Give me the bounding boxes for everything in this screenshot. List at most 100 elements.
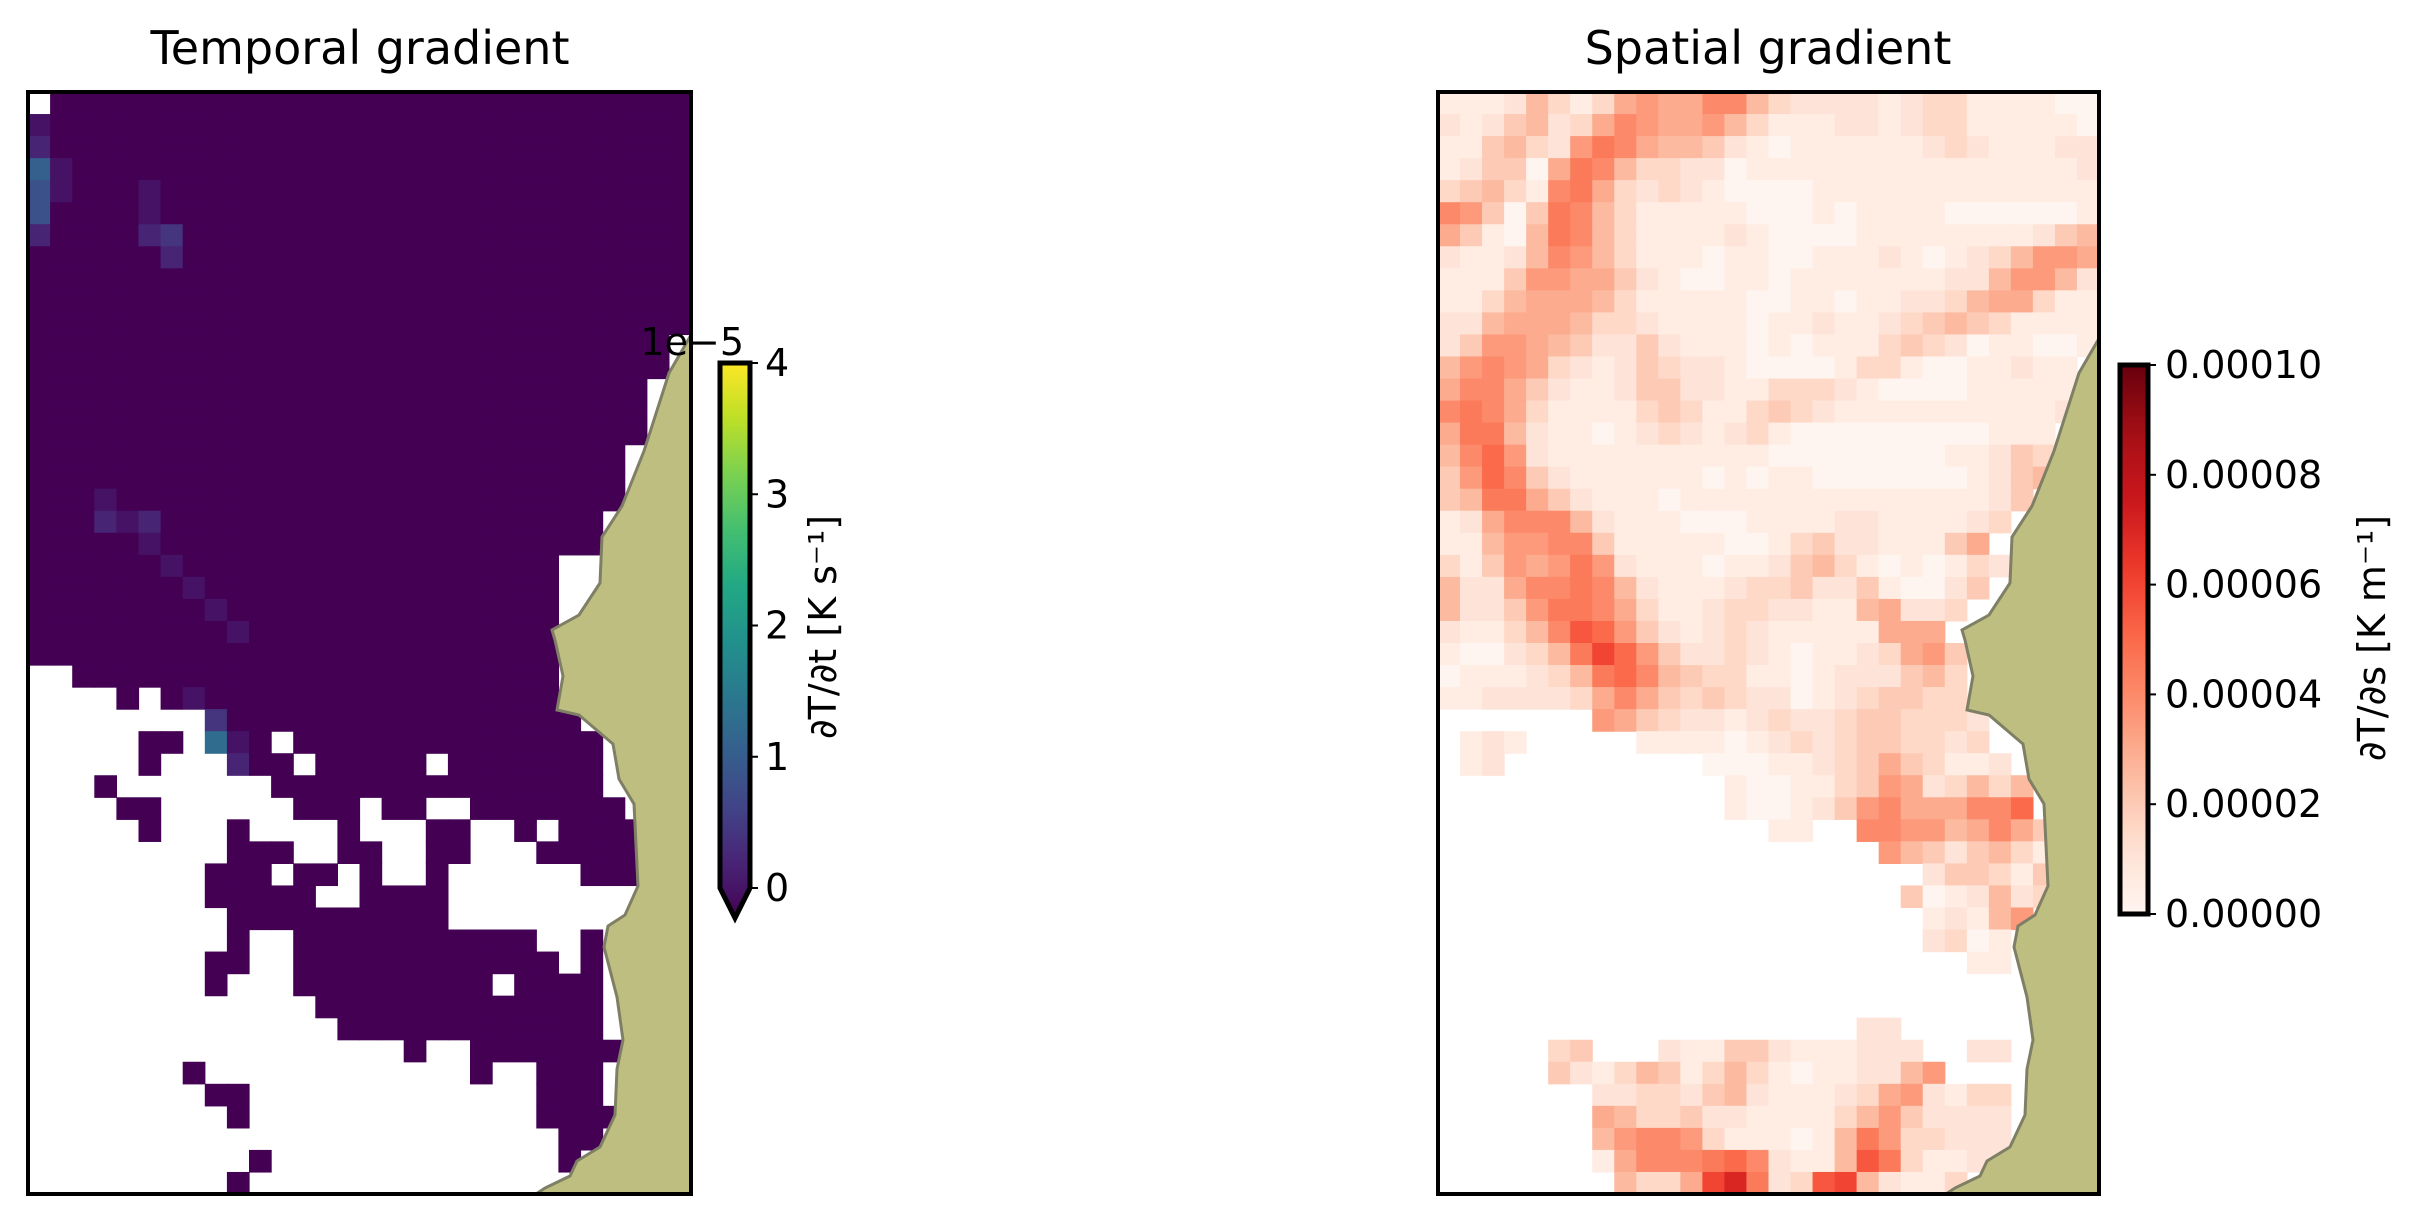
heatmap-cell	[1504, 422, 1527, 446]
heatmap-cell	[646, 202, 670, 225]
heatmap-cell	[2032, 92, 2056, 115]
heatmap-cell	[624, 136, 648, 159]
heatmap-cell	[2010, 92, 2034, 115]
heatmap-cell	[403, 1039, 427, 1063]
heatmap-cell	[1966, 797, 1990, 820]
heatmap-cell	[337, 312, 361, 336]
heatmap-cell	[1592, 158, 1615, 181]
heatmap-cell	[1900, 1105, 1924, 1129]
heatmap-cell	[1658, 620, 1681, 644]
heatmap-cell	[160, 731, 184, 754]
heatmap-cell	[204, 444, 228, 468]
heatmap-cell	[226, 180, 250, 203]
heatmap-cell	[381, 136, 405, 159]
heatmap-cell	[1482, 687, 1505, 710]
heatmap-cell	[1790, 1083, 1814, 1107]
heatmap-cell	[2054, 202, 2078, 225]
heatmap-cell	[447, 488, 471, 512]
heatmap-cell	[1460, 554, 1483, 578]
heatmap-cell	[447, 709, 471, 732]
heatmap-cell	[138, 268, 162, 291]
heatmap-cell	[1768, 1105, 1792, 1129]
heatmap-cell	[2010, 797, 2034, 820]
heatmap-cell	[1944, 819, 1968, 842]
heatmap-cell	[425, 92, 449, 115]
heatmap-cell	[1614, 246, 1637, 269]
heatmap-cell	[1878, 775, 1902, 798]
heatmap-cell	[160, 290, 184, 313]
heatmap-cell	[1504, 576, 1527, 600]
heatmap-cell	[1460, 620, 1483, 644]
heatmap-cell	[403, 797, 427, 820]
heatmap-cell	[403, 158, 427, 181]
heatmap-cell	[1922, 510, 1946, 534]
heatmap-cell	[94, 158, 117, 181]
heatmap-cell	[2076, 114, 2099, 137]
heatmap-cell	[271, 400, 294, 424]
heatmap-cell	[94, 643, 117, 666]
heatmap-cell	[492, 400, 515, 424]
heatmap-cell	[249, 92, 272, 115]
heatmap-cell	[425, 885, 449, 909]
heatmap-cell	[271, 841, 294, 864]
heatmap-cell	[50, 576, 73, 600]
heatmap-cell	[514, 709, 537, 732]
heatmap-cell	[425, 290, 449, 313]
heatmap-cell	[1680, 620, 1703, 644]
heatmap-cell	[624, 114, 648, 137]
heatmap-cell	[1966, 180, 1990, 203]
heatmap-cell	[403, 356, 427, 380]
heatmap-cell	[293, 885, 316, 909]
heatmap-cell	[1548, 92, 1571, 115]
heatmap-cell	[249, 334, 272, 358]
heatmap-cell	[1438, 510, 1461, 534]
heatmap-cell	[470, 180, 493, 203]
heatmap-cell	[249, 753, 272, 776]
heatmap-cell	[1438, 246, 1461, 269]
heatmap-cell	[580, 1039, 604, 1063]
heatmap-cell	[492, 488, 515, 512]
heatmap-cell	[1680, 268, 1703, 291]
heatmap-cell	[1922, 92, 1946, 115]
heatmap-cell	[1702, 731, 1726, 754]
heatmap-cell	[646, 246, 670, 269]
heatmap-cell	[403, 973, 427, 997]
heatmap-cell	[293, 665, 316, 688]
heatmap-cell	[1834, 92, 1858, 115]
heatmap-cell	[1856, 510, 1880, 534]
heatmap-cell	[403, 444, 427, 468]
heatmap-cell	[1438, 466, 1461, 490]
heatmap-cell	[470, 973, 493, 997]
heatmap-cell	[1702, 1083, 1726, 1107]
heatmap-cell	[1856, 268, 1880, 291]
heatmap-cell	[514, 554, 537, 578]
heatmap-cell	[1526, 268, 1549, 291]
heatmap-cell	[425, 224, 449, 247]
heatmap-cell	[1878, 1017, 1902, 1041]
heatmap-cell	[1724, 400, 1748, 424]
heatmap-cell	[293, 136, 316, 159]
heatmap-cell	[558, 1105, 582, 1129]
heatmap-cell	[381, 709, 405, 732]
heatmap-cell	[514, 158, 537, 181]
heatmap-cell	[1944, 841, 1968, 864]
heatmap-cell	[1988, 202, 2012, 225]
heatmap-cell	[249, 863, 272, 887]
heatmap-cell	[1922, 731, 1946, 754]
heatmap-cell	[271, 246, 294, 269]
heatmap-cell	[1658, 576, 1681, 600]
heatmap-cell	[403, 753, 427, 776]
heatmap-cell	[1548, 643, 1571, 666]
heatmap-cell	[138, 488, 162, 512]
heatmap-cell	[624, 422, 648, 446]
heatmap-cell	[381, 797, 405, 820]
heatmap-cell	[1988, 356, 2012, 380]
heatmap-cell	[160, 136, 184, 159]
heatmap-cell	[94, 665, 117, 688]
heatmap-cell	[337, 356, 361, 380]
heatmap-cell	[72, 268, 95, 291]
heatmap-cell	[1570, 290, 1593, 313]
heatmap-cell	[1438, 136, 1461, 159]
heatmap-cell	[1460, 378, 1483, 402]
heatmap-cell	[359, 400, 383, 424]
